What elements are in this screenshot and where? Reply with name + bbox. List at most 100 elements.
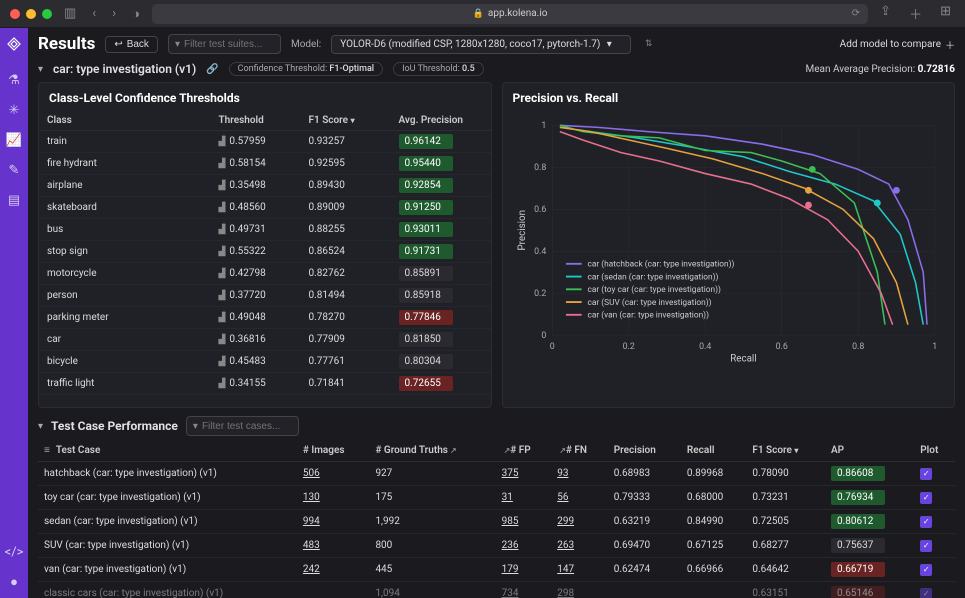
iou-threshold-pill[interactable]: IoU Threshold: 0.5	[393, 62, 484, 76]
model-select[interactable]: YOLOR-D6 (modified CSP, 1280x1280, coco1…	[331, 35, 631, 54]
plot-checkbox[interactable]: ✓	[920, 468, 932, 480]
filter-testcases-input[interactable]: ▾	[186, 416, 299, 436]
mini-chart-icon[interactable]: ▟	[219, 379, 226, 389]
col-threshold[interactable]: Threshold	[211, 111, 301, 131]
tc-col-recall[interactable]: Recall	[681, 440, 746, 462]
table-row[interactable]: classic cars (car: type investigation) (…	[38, 582, 955, 598]
back-button[interactable]: ↩ Back	[105, 36, 158, 53]
hamburger-icon[interactable]: ≡	[44, 445, 50, 456]
url-bar[interactable]: 🔒 app.kolena.io ⟳	[152, 4, 868, 24]
mini-chart-icon[interactable]: ▟	[219, 269, 226, 279]
filter-suites-input[interactable]: ▾	[168, 34, 281, 54]
col-f1[interactable]: F1 Score ▾	[301, 111, 391, 131]
filter-suites-field[interactable]	[184, 39, 274, 50]
table-row[interactable]: skateboard▟0.485600.890090.91250	[39, 197, 491, 219]
table-row[interactable]: bicycle▟0.454830.777610.80304	[39, 351, 491, 373]
link-icon[interactable]: 🔗	[206, 64, 218, 75]
mini-chart-icon[interactable]: ▟	[219, 357, 226, 367]
images-cell[interactable]: 483	[297, 534, 370, 558]
tc-col-fp[interactable]: ↗# FP	[496, 440, 552, 462]
mini-chart-icon[interactable]: ▟	[219, 247, 226, 257]
fn-cell[interactable]: 299	[551, 510, 608, 534]
tc-col-fn[interactable]: ↗# FN	[551, 440, 608, 462]
edit-icon[interactable]: ✎	[6, 162, 22, 178]
table-row[interactable]: bus▟0.497310.882550.93011	[39, 219, 491, 241]
confidence-threshold-pill[interactable]: Confidence Threshold: F1-Optimal	[229, 62, 383, 76]
plot-cell[interactable]: ✓	[914, 582, 955, 598]
refresh-icon[interactable]: ⟳	[852, 8, 860, 19]
tc-collapse-icon[interactable]: ▾	[38, 421, 43, 432]
fp-cell[interactable]: 985	[496, 510, 552, 534]
plot-checkbox[interactable]: ✓	[920, 588, 932, 598]
sidebar-toggle-icon[interactable]: ▥	[60, 6, 80, 21]
code-icon[interactable]: </>	[6, 544, 22, 560]
table-row[interactable]: hatchback (car: type investigation) (v1)…	[38, 462, 955, 486]
close-window[interactable]	[10, 9, 20, 19]
plot-cell[interactable]: ✓	[914, 486, 955, 510]
plot-checkbox[interactable]: ✓	[920, 492, 932, 504]
spark-icon[interactable]: ✳	[6, 102, 22, 118]
images-cell[interactable]: 506	[297, 462, 370, 486]
book-icon[interactable]: ▤	[6, 192, 22, 208]
table-row[interactable]: fire hydrant▟0.581540.925950.95440	[39, 153, 491, 175]
plot-checkbox[interactable]: ✓	[920, 564, 932, 576]
tc-col-ap[interactable]: AP	[825, 440, 914, 462]
table-row[interactable]: car▟0.368160.779090.81850	[39, 329, 491, 351]
fp-cell[interactable]: 734	[496, 582, 552, 598]
mini-chart-icon[interactable]: ▟	[219, 225, 226, 235]
mini-chart-icon[interactable]: ▟	[219, 313, 226, 323]
nav-back-icon[interactable]: ‹	[88, 6, 100, 21]
table-row[interactable]: sedan (car: type investigation) (v1)9941…	[38, 510, 955, 534]
nav-forward-icon[interactable]: ›	[108, 6, 120, 21]
fn-cell[interactable]: 93	[551, 462, 608, 486]
shield-icon[interactable]: ◑	[128, 6, 144, 22]
table-row[interactable]: motorcycle▟0.427980.827620.85891	[39, 263, 491, 285]
new-tab-icon[interactable]: ＋	[905, 4, 926, 23]
mini-chart-icon[interactable]: ▟	[219, 181, 226, 191]
images-cell[interactable]: 994	[297, 510, 370, 534]
table-row[interactable]: toy car (car: type investigation) (v1)13…	[38, 486, 955, 510]
fp-cell[interactable]: 236	[496, 534, 552, 558]
fn-cell[interactable]: 147	[551, 558, 608, 582]
mini-chart-icon[interactable]: ▟	[219, 137, 226, 147]
tc-col-images[interactable]: # Images	[297, 440, 370, 462]
col-class[interactable]: Class	[39, 111, 211, 131]
user-icon[interactable]: ●	[6, 574, 22, 590]
tc-col-plot[interactable]: Plot	[914, 440, 955, 462]
plot-cell[interactable]: ✓	[914, 534, 955, 558]
fn-cell[interactable]: 298	[551, 582, 608, 598]
plot-cell[interactable]: ✓	[914, 510, 955, 534]
table-row[interactable]: SUV (car: type investigation) (v1)483800…	[38, 534, 955, 558]
fp-cell[interactable]: 375	[496, 462, 552, 486]
mini-chart-icon[interactable]: ▟	[219, 159, 226, 169]
tc-col-gt[interactable]: # Ground Truths↗	[369, 440, 495, 462]
fn-cell[interactable]: 263	[551, 534, 608, 558]
images-cell[interactable]	[297, 582, 370, 598]
minimize-window[interactable]	[26, 9, 36, 19]
col-ap[interactable]: Avg. Precision	[391, 111, 491, 131]
maximize-window[interactable]	[42, 9, 52, 19]
share-icon[interactable]: ⇪	[876, 4, 895, 23]
images-cell[interactable]: 130	[297, 486, 370, 510]
table-row[interactable]: train▟0.579590.932570.96142	[39, 131, 491, 153]
plot-cell[interactable]: ✓	[914, 558, 955, 582]
collapse-toggle-icon[interactable]: ▾	[38, 64, 43, 75]
flask-icon[interactable]: ⚗	[6, 72, 22, 88]
table-row[interactable]: stop sign▟0.553220.865240.91731	[39, 241, 491, 263]
table-row[interactable]: traffic light▟0.341550.718410.72655	[39, 373, 491, 395]
mini-chart-icon[interactable]: ▟	[219, 291, 226, 301]
chart-icon[interactable]: 📈	[6, 132, 22, 148]
table-row[interactable]: person▟0.377200.814940.85918	[39, 285, 491, 307]
table-row[interactable]: parking meter▟0.490480.782700.77846	[39, 307, 491, 329]
tc-col-f1[interactable]: F1 Score ▾	[746, 440, 825, 462]
app-logo-icon[interactable]	[6, 36, 22, 52]
plot-checkbox[interactable]: ✓	[920, 540, 932, 552]
plot-cell[interactable]: ✓	[914, 462, 955, 486]
sort-updown-icon[interactable]: ⇅	[645, 39, 653, 49]
tabs-icon[interactable]: ⊞	[936, 4, 955, 23]
fn-cell[interactable]: 56	[551, 486, 608, 510]
tc-col-name[interactable]: ≡Test Case	[38, 440, 297, 462]
table-row[interactable]: airplane▟0.354980.894300.92854	[39, 175, 491, 197]
tc-col-prec[interactable]: Precision	[608, 440, 681, 462]
mini-chart-icon[interactable]: ▟	[219, 203, 226, 213]
